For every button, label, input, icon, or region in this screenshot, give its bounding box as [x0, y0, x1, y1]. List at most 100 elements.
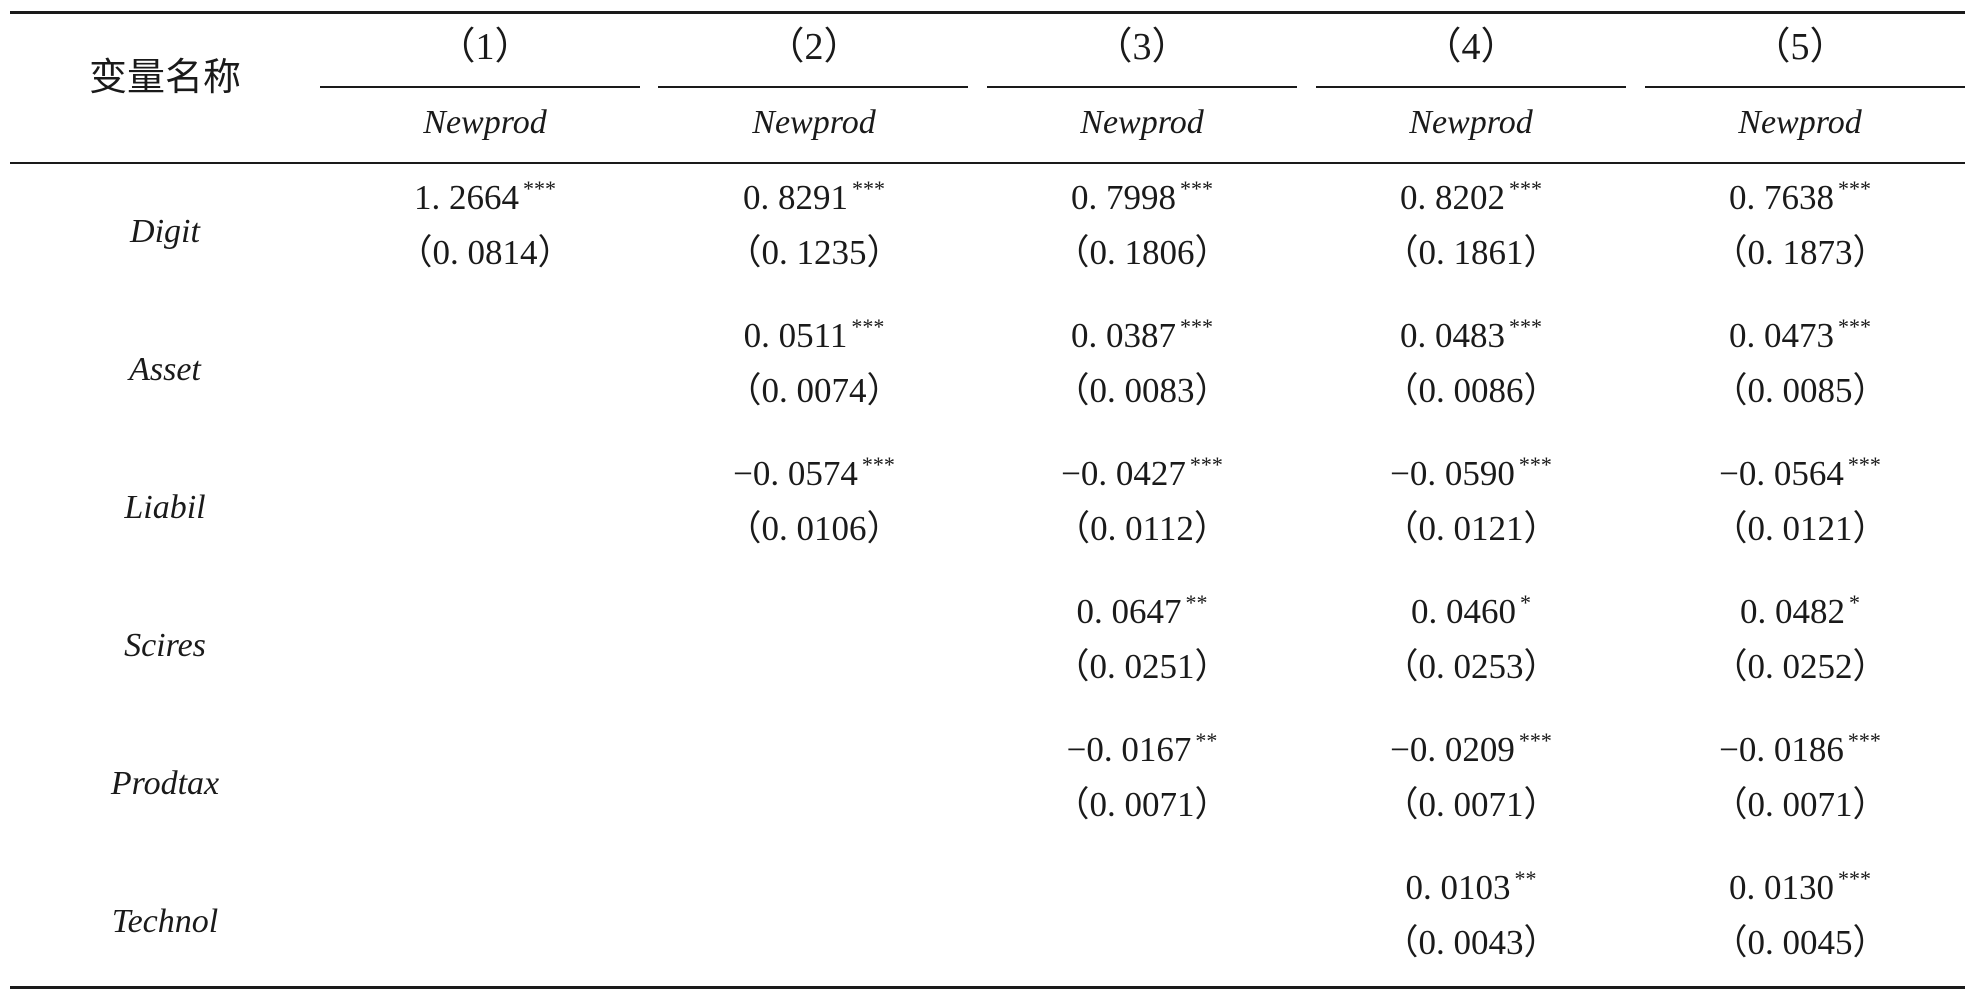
column-number-3: （3） — [1094, 26, 1190, 68]
standard-error: （0. 0251） — [1054, 647, 1230, 686]
coefficient-value: 0. 8202 — [1400, 178, 1505, 217]
coefficient-cell: 0. 0130 *** — [1645, 868, 1955, 907]
coefficient-cell: 0. 0482 * — [1645, 592, 1955, 631]
column-subrule-4 — [1316, 86, 1626, 88]
coefficient-value: 0. 7998 — [1071, 178, 1176, 217]
standard-error: （0. 0085） — [1712, 371, 1888, 410]
significance-stars: *** — [1189, 452, 1223, 478]
standard-error: （0. 0071） — [1383, 785, 1559, 824]
coefficient-cell: 0. 0103 ** — [1316, 868, 1626, 907]
standard-error: （0. 0086） — [1383, 371, 1559, 410]
significance-stars: * — [1849, 590, 1860, 616]
coefficient-value: 0. 0647 — [1076, 592, 1182, 631]
standard-error: （0. 0253） — [1383, 647, 1559, 686]
significance-stars: *** — [851, 314, 885, 340]
coefficient-value: 0. 0473 — [1729, 316, 1834, 355]
row-label-prodtax: Prodtax — [110, 765, 220, 802]
significance-stars: *** — [1518, 728, 1552, 754]
coefficient-value: −0. 0167 — [1066, 730, 1192, 769]
coefficient-cell: 0. 7638 *** — [1645, 178, 1955, 217]
coefficient-value: 0. 0387 — [1071, 316, 1176, 355]
significance-stars: *** — [1847, 452, 1881, 478]
coefficient-cell: 1. 2664 *** — [330, 178, 640, 217]
coefficient-cell: 0. 0473 *** — [1645, 316, 1955, 355]
column-number-5: （5） — [1752, 26, 1848, 68]
coefficient-cell: −0. 0167 ** — [987, 730, 1297, 769]
standard-error: （0. 1806） — [1054, 233, 1230, 272]
dependent-variable-5: Newprod — [1738, 104, 1862, 141]
coefficient-value: 0. 0103 — [1405, 868, 1511, 907]
row-label-technol: Technol — [111, 903, 219, 940]
standard-error: （0. 0071） — [1712, 785, 1888, 824]
column-number-1: （1） — [437, 26, 533, 68]
significance-stars: *** — [523, 176, 556, 202]
dependent-variable-1: Newprod — [423, 104, 547, 141]
row-label-liabil: Liabil — [124, 489, 206, 526]
standard-error: （0. 0112） — [1055, 509, 1229, 548]
standard-error: （0. 1861） — [1383, 233, 1559, 272]
significance-stars: *** — [861, 452, 895, 478]
significance-stars: *** — [1838, 176, 1871, 202]
standard-error: （0. 0071） — [1054, 785, 1230, 824]
row-label-scires: Scires — [124, 627, 206, 664]
standard-error: （0. 0121） — [1383, 509, 1559, 548]
standard-error: （0. 0106） — [726, 509, 902, 548]
significance-stars: ** — [1514, 866, 1537, 892]
dependent-variable-4: Newprod — [1409, 104, 1533, 141]
coefficient-cell: 0. 8291 *** — [659, 178, 969, 217]
column-number-4: （4） — [1423, 26, 1519, 68]
coefficient-value: 0. 7638 — [1729, 178, 1834, 217]
standard-error: （0. 0083） — [1054, 371, 1230, 410]
coefficient-cell: −0. 0590 *** — [1316, 454, 1626, 493]
standard-error: （0. 0814） — [397, 233, 573, 272]
coefficient-value: 0. 0482 — [1740, 592, 1845, 631]
header-rule — [10, 162, 1965, 164]
coefficient-value: 0. 0130 — [1729, 868, 1834, 907]
coefficient-value: 0. 8291 — [743, 178, 848, 217]
coefficient-cell: 0. 0483 *** — [1316, 316, 1626, 355]
row-label-asset: Asset — [129, 351, 201, 388]
dependent-variable-3: Newprod — [1080, 104, 1204, 141]
coefficient-value: 0. 0460 — [1411, 592, 1516, 631]
standard-error: （0. 0252） — [1712, 647, 1888, 686]
standard-error: （0. 0045） — [1712, 923, 1888, 962]
coefficient-value: −0. 0590 — [1390, 454, 1515, 493]
coefficient-cell: −0. 0186 *** — [1645, 730, 1955, 769]
significance-stars: ** — [1195, 728, 1218, 754]
row-label-digit: Digit — [130, 213, 200, 250]
coefficient-cell: 0. 0511 *** — [659, 316, 969, 355]
significance-stars: *** — [1509, 314, 1542, 340]
column-subrule-1 — [320, 86, 640, 88]
variable-name-header: 变量名称 — [88, 55, 241, 99]
significance-stars: *** — [852, 176, 885, 202]
coefficient-cell: 0. 0647 ** — [987, 592, 1297, 631]
standard-error: （0. 0074） — [726, 371, 902, 410]
coefficient-value: 0. 0483 — [1400, 316, 1505, 355]
coefficient-cell: −0. 0427 *** — [987, 454, 1297, 493]
top-rule — [10, 11, 1965, 14]
bottom-rule — [10, 986, 1965, 989]
column-subrule-5 — [1645, 86, 1965, 88]
standard-error: （0. 0121） — [1712, 509, 1888, 548]
standard-error: （0. 1235） — [726, 233, 902, 272]
coefficient-value: −0. 0186 — [1719, 730, 1844, 769]
coefficient-cell: −0. 0564 *** — [1645, 454, 1955, 491]
significance-stars: *** — [1180, 314, 1213, 340]
coefficient-value: −0. 0427 — [1061, 454, 1186, 493]
significance-stars: *** — [1180, 176, 1213, 202]
coefficient-value: 1. 2664 — [414, 178, 519, 217]
significance-stars: *** — [1838, 866, 1871, 892]
significance-stars: * — [1520, 590, 1531, 616]
coefficient-value: 0. 0511 — [743, 316, 848, 355]
standard-error: （0. 0043） — [1383, 923, 1559, 962]
significance-stars: *** — [1509, 176, 1542, 202]
coefficient-cell: 0. 8202 *** — [1316, 178, 1626, 217]
column-subrule-3 — [987, 86, 1297, 88]
coefficient-cell: 0. 0387 *** — [987, 316, 1297, 355]
standard-error: （0. 1873） — [1712, 233, 1888, 272]
column-number-2: （2） — [766, 26, 862, 68]
coefficient-cell: −0. 0574 *** — [659, 454, 969, 491]
significance-stars: ** — [1185, 590, 1208, 616]
column-subrule-2 — [658, 86, 968, 88]
